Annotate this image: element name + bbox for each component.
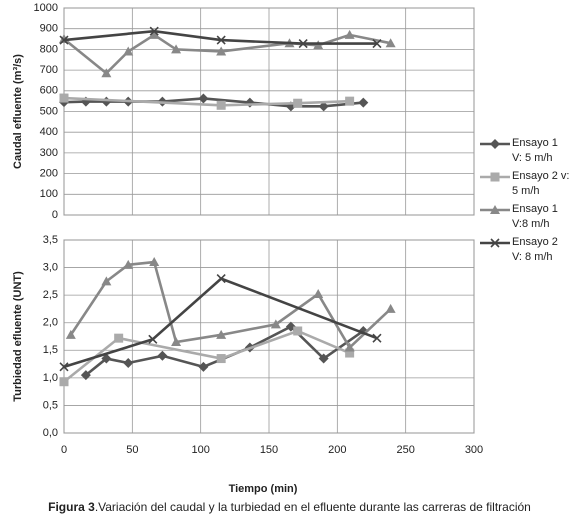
x-tick-label: 300 <box>465 444 483 456</box>
data-point <box>270 319 281 329</box>
data-point <box>59 93 69 103</box>
data-point <box>345 96 355 106</box>
data-point <box>318 353 329 364</box>
legend-marker <box>490 238 500 248</box>
caption: Figura 3.Variación del caudal y la turbi… <box>0 500 579 514</box>
data-point <box>123 357 134 368</box>
data-point <box>65 329 76 339</box>
y-tick-label: 2,0 <box>43 317 58 329</box>
data-point <box>216 100 226 110</box>
y-tick-label: 2,5 <box>43 289 58 301</box>
x-axis-label: Tiempo (min) <box>229 483 298 495</box>
data-point <box>123 259 134 269</box>
x-tick-label: 50 <box>126 444 138 456</box>
y-tick-label: 3,0 <box>43 261 58 273</box>
series-line <box>63 97 364 108</box>
data-point <box>59 377 69 387</box>
data-point <box>101 276 112 286</box>
data-point <box>345 348 355 358</box>
series-line <box>63 33 391 75</box>
caption-text: .Variación del caudal y la turbiedad en … <box>94 500 531 514</box>
data-point <box>198 93 209 104</box>
data-point <box>123 46 134 56</box>
y-tick-label: 1,0 <box>43 372 58 384</box>
data-point <box>101 68 112 78</box>
data-point <box>344 29 355 39</box>
data-point <box>344 342 355 352</box>
y-tick-label: 500 <box>40 105 58 117</box>
data-point <box>114 333 124 343</box>
y-tick-label: 900 <box>40 23 58 35</box>
data-point <box>372 333 382 343</box>
legend-marker <box>490 172 500 182</box>
x-tick-label: 100 <box>191 444 209 456</box>
data-point <box>293 326 303 336</box>
y-tick-label: 700 <box>40 64 58 76</box>
y-tick-label: 100 <box>40 188 58 200</box>
data-point <box>293 98 303 108</box>
data-point <box>385 303 396 313</box>
y-tick-label: 400 <box>40 126 58 138</box>
legend-label: Ensayo 1 V:8 m/h <box>512 203 558 230</box>
x-tick-label: 200 <box>328 444 346 456</box>
y-tick-label: 800 <box>40 43 58 55</box>
data-point <box>372 39 382 49</box>
legend-label: Ensayo 1 V: 5 m/h <box>512 137 558 164</box>
x-tick-label: 150 <box>260 444 278 456</box>
x-tick-label: 0 <box>61 444 67 456</box>
series-line <box>63 96 350 107</box>
data-point <box>59 35 69 45</box>
data-point <box>313 289 324 299</box>
legend-label: Ensayo 2 V: 8 m/h <box>512 236 558 263</box>
data-point <box>298 39 308 49</box>
data-point <box>216 35 226 45</box>
data-point <box>148 334 158 344</box>
y-tick-label: 0,0 <box>43 427 58 439</box>
data-point <box>198 361 209 372</box>
data-point <box>318 101 329 112</box>
data-point <box>216 274 226 284</box>
data-point <box>216 329 227 339</box>
y-axis-label: Turbiedad efluente (UNT) <box>12 271 24 402</box>
y-tick-label: 3,5 <box>43 234 58 246</box>
y-tick-label: 300 <box>40 147 58 159</box>
x-tick-label: 250 <box>396 444 414 456</box>
data-point <box>216 354 226 364</box>
data-point <box>149 257 160 267</box>
y-tick-label: 0,5 <box>43 399 58 411</box>
data-point <box>385 38 396 48</box>
y-tick-label: 0 <box>52 209 58 221</box>
data-point <box>171 44 182 54</box>
data-point <box>80 370 91 381</box>
y-tick-label: 200 <box>40 168 58 180</box>
y-tick-label: 600 <box>40 85 58 97</box>
caption-label: Figura 3 <box>48 500 95 514</box>
y-axis-label: Caudal efluente (m³/s) <box>12 54 24 169</box>
legend-marker <box>490 205 500 214</box>
legend-marker <box>490 139 500 149</box>
data-point <box>157 350 168 361</box>
series-line <box>63 277 378 369</box>
legend-label: Ensayo 2 v: 5 m/h <box>512 170 570 197</box>
data-point <box>216 46 227 56</box>
y-tick-label: 1000 <box>34 2 58 14</box>
data-point <box>171 337 182 347</box>
data-point <box>101 353 112 364</box>
data-point <box>149 26 159 36</box>
data-point <box>59 362 69 372</box>
data-point <box>149 29 160 39</box>
y-tick-label: 1,5 <box>43 344 58 356</box>
data-point <box>358 97 369 108</box>
